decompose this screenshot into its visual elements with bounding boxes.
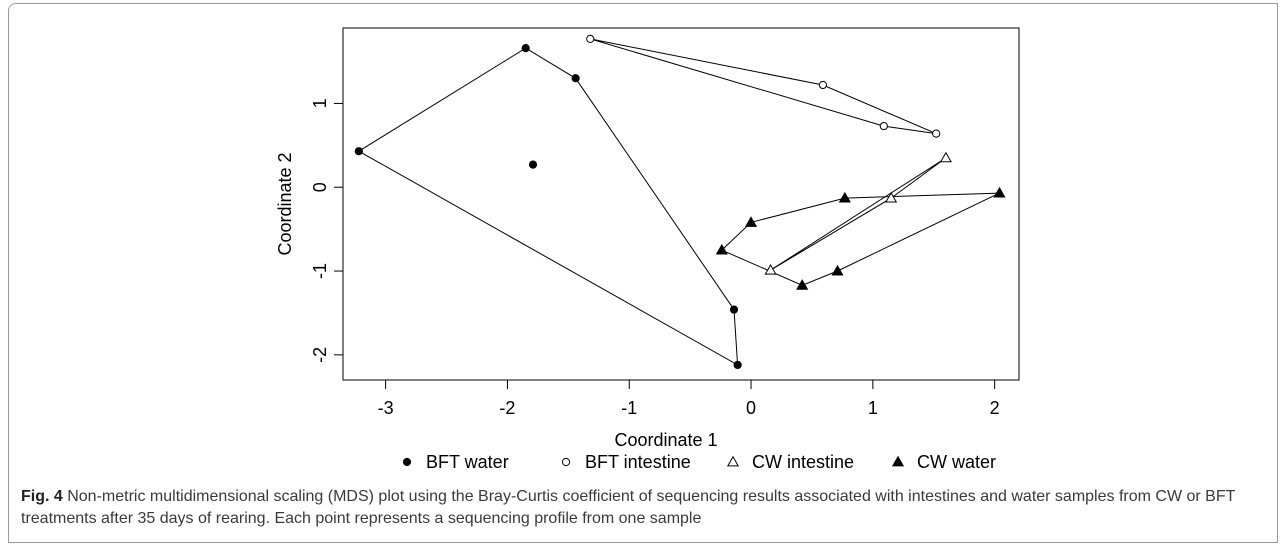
caption-label: Fig. 4	[21, 488, 63, 505]
hull-polygons	[357, 38, 1000, 366]
x-axis: -3 -2 -1 0 1 2	[378, 379, 1000, 418]
point-cw-intestine	[939, 151, 952, 163]
x-tick-label: -1	[621, 398, 637, 418]
point-bft-water	[571, 74, 580, 83]
x-tick-label: -2	[499, 398, 515, 418]
y-tick-label: 0	[310, 182, 330, 192]
legend-label-cw-water: CW water	[917, 452, 996, 472]
hull-bft-water	[357, 47, 739, 366]
x-tick-label: 0	[746, 398, 756, 418]
x-tick-label: 1	[868, 398, 878, 418]
point-cw-water	[796, 279, 809, 290]
x-axis-label: Coordinate 1	[614, 430, 717, 450]
point-cw-water	[744, 216, 758, 227]
legend-label-cw-intestine: CW intestine	[752, 452, 854, 472]
point-cw-water	[838, 191, 851, 203]
legend-marker-cw-intestine	[726, 455, 740, 467]
point-bft-intestine	[818, 80, 827, 90]
point-bft-water	[354, 147, 363, 156]
legend: BFT water BFT intestine CW intestine CW wat…	[402, 452, 996, 472]
y-tick-label: -1	[310, 263, 330, 279]
point-bft-intestine	[879, 121, 888, 131]
point-bft-water	[521, 44, 530, 53]
point-bft-water	[733, 360, 742, 370]
legend-label-bft-water: BFT water	[426, 452, 509, 472]
point-bft-water	[729, 305, 739, 314]
y-tick-label: -2	[310, 347, 330, 363]
legend-label-bft-intestine: BFT intestine	[585, 452, 691, 472]
y-tick-label: 1	[310, 98, 330, 108]
point-cw-water	[831, 264, 844, 276]
mds-plot: -3 -2 -1 0 1 2 -2 -1 0 1 Coordinate 1 Coordinate…	[275, 27, 1020, 472]
x-tick-label: -3	[378, 398, 394, 418]
legend-marker-cw-water	[891, 455, 905, 467]
legend-marker-bft-intestine	[561, 457, 571, 467]
point-cw-intestine	[885, 191, 898, 203]
hull-cw-intestine	[770, 157, 947, 271]
data-points	[354, 34, 1006, 370]
point-bft-water	[528, 160, 538, 169]
figure-caption: Fig. 4 Non-metric multidimensional scali…	[21, 486, 1271, 530]
x-tick-label: 2	[990, 398, 1000, 418]
hull-cw-water	[720, 192, 1000, 286]
caption-text: Non-metric multidimensional scaling (MDS…	[21, 488, 1236, 527]
point-bft-intestine	[932, 129, 941, 138]
hull-bft-intestine	[590, 38, 937, 135]
y-axis-label: Coordinate 2	[275, 152, 295, 255]
point-cw-intestine	[764, 264, 777, 275]
point-bft-intestine	[586, 34, 595, 43]
figure-frame	[8, 3, 1278, 543]
point-cw-water	[993, 186, 1006, 198]
point-cw-water	[715, 243, 728, 255]
plot-area-border	[342, 27, 1020, 381]
y-axis: -2 -1 0 1	[310, 98, 344, 363]
legend-marker-bft-water	[402, 457, 412, 467]
